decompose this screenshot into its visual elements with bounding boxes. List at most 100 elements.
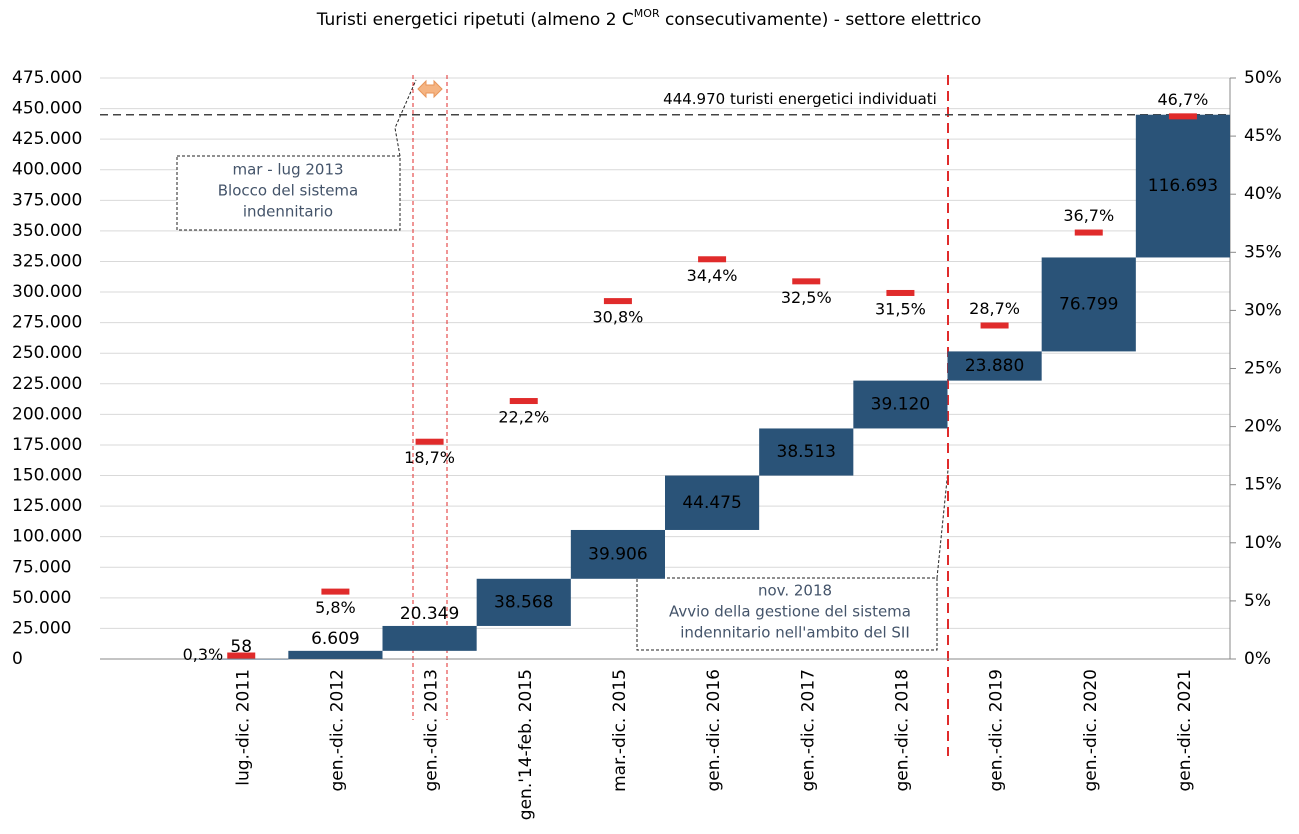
annotation-frame (636, 577, 938, 651)
x-tick-label: gen.-dic. 2019 (987, 669, 1007, 792)
percent-marker (886, 289, 915, 296)
annotation-text: Avvio della gestione del sistema (669, 603, 911, 621)
bar-label: 76.799 (1059, 294, 1118, 314)
bar-label: 116.693 (1148, 176, 1218, 196)
x-tick-label: gen.-dic. 2021 (1175, 669, 1195, 792)
percent-label: 18,7% (404, 448, 455, 467)
percent-marker (1168, 113, 1197, 120)
y-tick-label: 175.000 (12, 435, 82, 455)
bar (665, 475, 760, 530)
percent-label: 32,5% (781, 288, 832, 307)
percent-label: 46,7% (1158, 90, 1209, 109)
y-tick-label: 200.000 (12, 404, 82, 424)
bar-label: 23.880 (965, 356, 1024, 376)
bar-label: 38.513 (777, 442, 836, 462)
percent-label: 5,8% (315, 598, 356, 617)
percent-label: 34,4% (687, 266, 738, 285)
annotation-box: mar - lug 2013 Blocco del sistema indenn… (176, 79, 417, 231)
bar-label: 20.349 (400, 604, 459, 624)
percent-marker (1074, 229, 1103, 236)
bar (288, 650, 383, 659)
percent-marker (792, 278, 821, 285)
y-tick-label: 450.000 (12, 99, 82, 119)
annotation-frame (176, 155, 401, 231)
percent-marker (980, 322, 1009, 329)
y-tick-label: 350.000 (12, 221, 82, 241)
annotation-text: nov. 2018 (758, 582, 832, 600)
percent-marker (509, 398, 538, 405)
x-tick-label: mar.-dic. 2015 (610, 669, 630, 792)
chart-title: Turisti energetici ripetuti (almeno 2 CM… (316, 7, 982, 30)
annotation-text: indennitario nell'ambito del SII (680, 624, 910, 642)
bar-label: 38.568 (494, 592, 553, 612)
y-tick-label: 250.000 (12, 343, 82, 363)
bar-label: 39.120 (871, 395, 930, 415)
total-label: 444.970 turisti energetici individuati (663, 90, 937, 108)
y-tick-label: 0 (12, 649, 23, 669)
y-tick-label: 75.000 (12, 557, 71, 577)
y2-tick-label: 40% (1244, 184, 1282, 204)
y-tick-label: 375.000 (12, 190, 82, 210)
percent-marker (603, 298, 632, 305)
percent-label: 28,7% (969, 299, 1020, 318)
y-tick-label: 100.000 (12, 527, 82, 547)
percent-marker (698, 256, 727, 263)
percent-label: 36,7% (1063, 206, 1114, 225)
annotation-text: mar - lug 2013 (232, 161, 343, 179)
x-tick-label: gen.-dic. 2018 (892, 669, 912, 792)
percent-marker (415, 438, 444, 445)
y-tick-label: 475.000 (12, 68, 82, 88)
y2-tick-label: 15% (1244, 475, 1282, 495)
percent-marker (321, 588, 350, 595)
y2-tick-label: 20% (1244, 417, 1282, 437)
bar (1041, 257, 1136, 352)
bar (382, 625, 477, 651)
y-tick-label: 400.000 (12, 160, 82, 180)
y-tick-label: 125.000 (12, 496, 82, 516)
bar-label: 58 (230, 637, 252, 657)
x-tick-label: gen.-dic. 2012 (327, 669, 347, 792)
y2-tick-label: 10% (1244, 533, 1282, 553)
x-tick-label: gen.-dic. 2017 (798, 669, 818, 792)
y2-tick-label: 30% (1244, 300, 1282, 320)
percent-label: 31,5% (875, 299, 926, 318)
percent-label: 30,8% (593, 308, 644, 327)
bar (853, 380, 948, 429)
y2-tick-label: 5% (1244, 591, 1271, 611)
percent-label: 0,3% (183, 645, 224, 664)
annotation-text: indennitario (243, 203, 333, 221)
y2-tick-label: 45% (1244, 126, 1282, 146)
y2-tick-label: 0% (1244, 649, 1271, 669)
x-tick-label: lug.-dic. 2011 (233, 669, 253, 786)
annotation-leader (936, 469, 949, 579)
y-tick-label: 25.000 (12, 618, 71, 638)
period-arrow (417, 79, 443, 99)
percent-label: 22,2% (498, 408, 549, 427)
y-tick-label: 225.000 (12, 374, 82, 394)
y2-tick-label: 35% (1244, 242, 1282, 262)
annotation-text: Blocco del sistema (218, 182, 358, 200)
annotation-box: nov. 2018 Avvio della gestione del siste… (636, 469, 949, 651)
bar (194, 658, 289, 660)
bar (476, 578, 571, 626)
bar-label: 44.475 (682, 493, 741, 513)
bar-label: 6.609 (311, 629, 360, 649)
bar-label: 39.906 (588, 544, 647, 564)
bar (570, 529, 665, 579)
x-tick-label: gen.-dic. 2013 (422, 669, 442, 792)
x-tick-label: gen.-dic. 2016 (704, 669, 724, 792)
y-tick-label: 50.000 (12, 588, 71, 608)
bar (947, 351, 1042, 381)
bar (759, 428, 854, 476)
y-tick-label: 300.000 (12, 282, 82, 302)
y-tick-label: 150.000 (12, 466, 82, 486)
y-tick-label: 325.000 (12, 251, 82, 271)
y2-tick-label: 50% (1244, 68, 1282, 88)
y2-tick-label: 25% (1244, 359, 1282, 379)
y-tick-label: 425.000 (12, 129, 82, 149)
x-tick-label: gen.'14-feb. 2015 (516, 669, 536, 820)
x-tick-label: gen.-dic. 2020 (1081, 669, 1101, 792)
bar (1135, 114, 1230, 258)
y-tick-label: 275.000 (12, 313, 82, 333)
